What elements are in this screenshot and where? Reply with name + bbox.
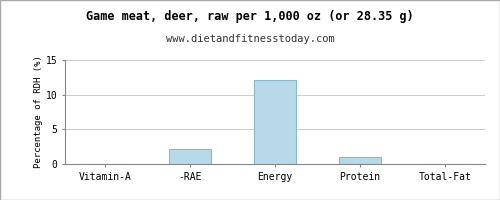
Y-axis label: Percentage of RDH (%): Percentage of RDH (%) <box>34 56 43 168</box>
Bar <box>338 157 381 164</box>
Text: Game meat, deer, raw per 1,000 oz (or 28.35 g): Game meat, deer, raw per 1,000 oz (or 28… <box>86 10 414 23</box>
Bar <box>169 149 212 164</box>
Bar <box>254 80 296 164</box>
Text: www.dietandfitnesstoday.com: www.dietandfitnesstoday.com <box>166 34 334 44</box>
